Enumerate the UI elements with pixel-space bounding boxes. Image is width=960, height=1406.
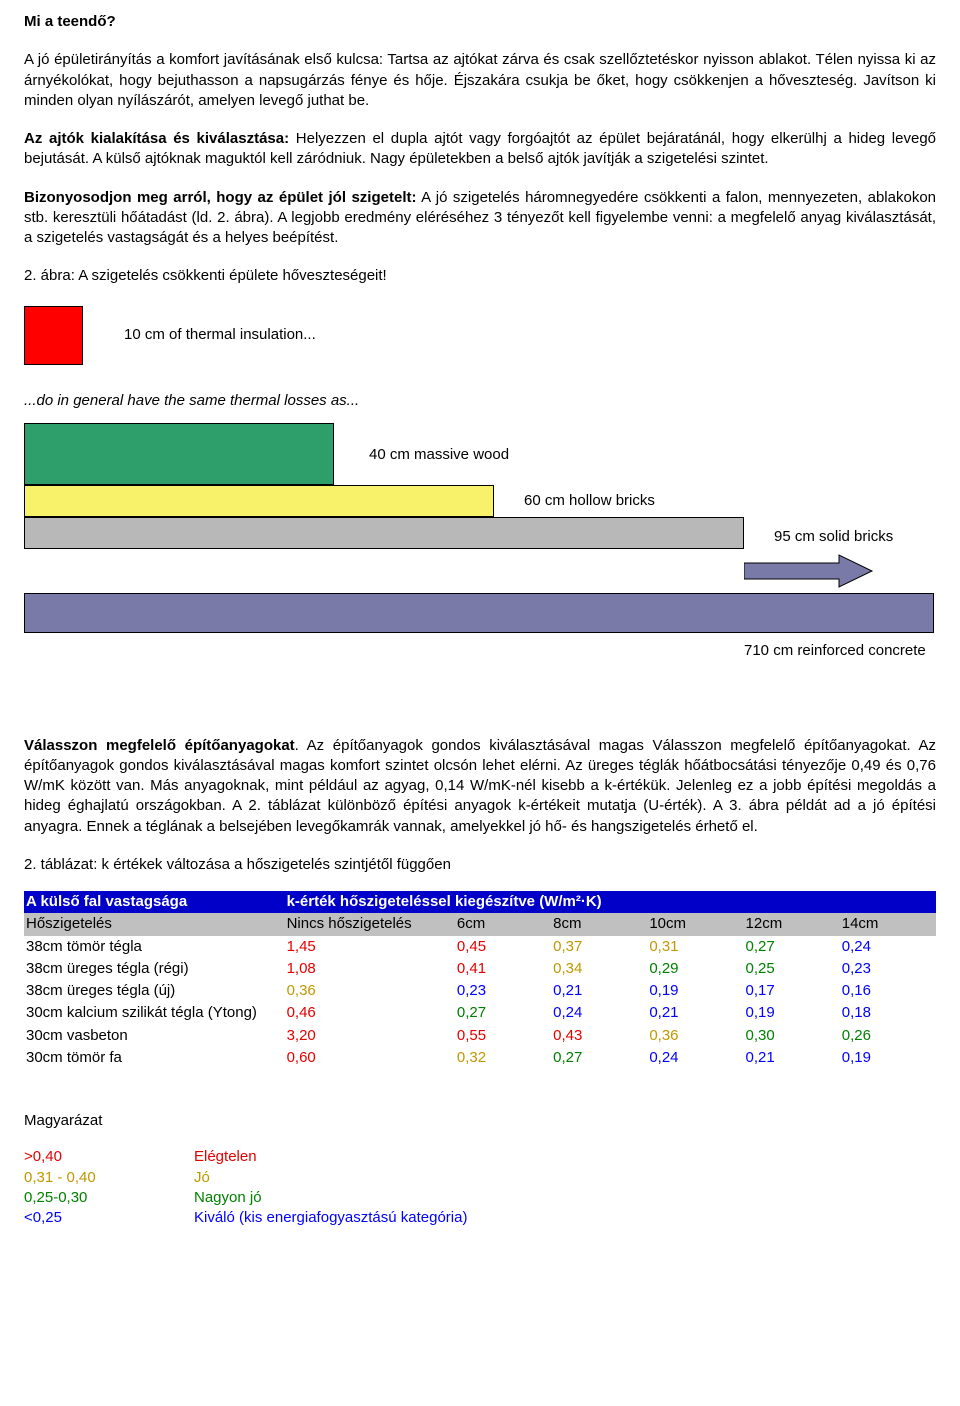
- paragraph-2: Az ajtók kialakítása és kiválasztása: He…: [24, 129, 936, 170]
- table-subheader: 8cm: [551, 913, 647, 935]
- legend-title: Magyarázat: [24, 1111, 936, 1131]
- table-cell: 0,19: [647, 980, 743, 1002]
- table-cell: 0,45: [455, 936, 551, 958]
- table-cell: 0,46: [285, 1002, 455, 1024]
- table-cell: 0,60: [285, 1047, 455, 1069]
- diagram-bar-label: 60 cm hollow bricks: [524, 491, 655, 511]
- diagram-intro: ...do in general have the same thermal l…: [24, 391, 359, 411]
- legend-value: Jó: [194, 1168, 210, 1188]
- table-header: A külső fal vastagsága: [24, 891, 285, 913]
- table-subheader: 6cm: [455, 913, 551, 935]
- table-cell: 1,45: [285, 936, 455, 958]
- table-cell: 0,24: [551, 1002, 647, 1024]
- figure-caption: 2. ábra: A szigetelés csökkenti épülete …: [24, 266, 936, 286]
- table-row-label: 38cm üreges tégla (régi): [24, 958, 285, 980]
- paragraph-4: Válasszon megfelelő építőanyagokat. Az é…: [24, 736, 936, 837]
- arrow-right-icon: [744, 553, 874, 589]
- page-title: Mi a teendő?: [24, 12, 936, 32]
- insulation-diagram: 10 cm of thermal insulation... 40 cm mass…: [24, 303, 934, 698]
- table-cell: 0,19: [840, 1047, 936, 1069]
- table-cell: 0,27: [744, 936, 840, 958]
- table-cell: 0,21: [551, 980, 647, 1002]
- paragraph-4-lead: Válasszon megfelelő építőanyagokat: [24, 737, 295, 754]
- legend-value: Nagyon jó: [194, 1188, 262, 1208]
- diagram-bar: [24, 517, 744, 549]
- table-cell: 0,30: [744, 1025, 840, 1047]
- table-cell: 1,08: [285, 958, 455, 980]
- paragraph-1: A jó épületirányítás a komfort javításán…: [24, 50, 936, 111]
- legend: Magyarázat >0,40Elégtelen0,31 - 0,40Jó0,…: [24, 1111, 936, 1228]
- table-cell: 0,24: [647, 1047, 743, 1069]
- table-row-label: 30cm kalcium szilikát tégla (Ytong): [24, 1002, 285, 1024]
- legend-row: <0,25Kiváló (kis energiafogyasztású kate…: [24, 1208, 936, 1228]
- legend-key: 0,31 - 0,40: [24, 1168, 194, 1188]
- table-subheader: Nincs hőszigetelés: [285, 913, 455, 935]
- table-subheader: 10cm: [647, 913, 743, 935]
- table-row-label: 30cm tömör fa: [24, 1047, 285, 1069]
- diagram-bar-label: 710 cm reinforced concrete: [744, 641, 926, 661]
- table-row-label: 30cm vasbeton: [24, 1025, 285, 1047]
- table-cell: 0,27: [551, 1047, 647, 1069]
- table-cell: 0,26: [840, 1025, 936, 1047]
- table-cell: 0,19: [744, 1002, 840, 1024]
- diagram-bar-label: 10 cm of thermal insulation...: [124, 325, 316, 345]
- paragraph-2-lead: Az ajtók kialakítása és kiválasztása:: [24, 130, 289, 147]
- table-subheader: 12cm: [744, 913, 840, 935]
- table-cell: 0,23: [455, 980, 551, 1002]
- paragraph-3: Bizonyosodjon meg arról, hogy az épület …: [24, 188, 936, 249]
- table-header: k-érték hőszigeteléssel kiegészítve (W/m…: [285, 891, 936, 913]
- diagram-bar-label: 40 cm massive wood: [369, 445, 509, 465]
- table-cell: 0,34: [551, 958, 647, 980]
- diagram-bar: [24, 485, 494, 517]
- k-value-table: A külső fal vastagságak-érték hőszigetel…: [24, 891, 936, 1069]
- legend-row: >0,40Elégtelen: [24, 1147, 936, 1167]
- table-cell: 0,43: [551, 1025, 647, 1047]
- legend-value: Kiváló (kis energiafogyasztású kategória…: [194, 1208, 467, 1228]
- legend-key: 0,25-0,30: [24, 1188, 194, 1208]
- table-cell: 0,27: [455, 1002, 551, 1024]
- table-cell: 0,18: [840, 1002, 936, 1024]
- legend-row: 0,31 - 0,40Jó: [24, 1168, 936, 1188]
- table-cell: 0,55: [455, 1025, 551, 1047]
- legend-key: <0,25: [24, 1208, 194, 1228]
- table-cell: 0,32: [455, 1047, 551, 1069]
- diagram-bar: [24, 593, 934, 633]
- table-cell: 0,24: [840, 936, 936, 958]
- table-cell: 0,23: [840, 958, 936, 980]
- table-cell: 0,41: [455, 958, 551, 980]
- table-cell: 0,21: [647, 1002, 743, 1024]
- diagram-bar-label: 95 cm solid bricks: [774, 527, 893, 547]
- table-cell: 0,29: [647, 958, 743, 980]
- table-cell: 3,20: [285, 1025, 455, 1047]
- table-cell: 0,16: [840, 980, 936, 1002]
- legend-row: 0,25-0,30Nagyon jó: [24, 1188, 936, 1208]
- table-cell: 0,36: [647, 1025, 743, 1047]
- table-cell: 0,37: [551, 936, 647, 958]
- table-cell: 0,25: [744, 958, 840, 980]
- table-row-label: 38cm üreges tégla (új): [24, 980, 285, 1002]
- table-caption: 2. táblázat: k értékek változása a hőszi…: [24, 855, 936, 875]
- table-subheader: 14cm: [840, 913, 936, 935]
- table-row-label: 38cm tömör tégla: [24, 936, 285, 958]
- table-cell: 0,31: [647, 936, 743, 958]
- legend-value: Elégtelen: [194, 1147, 257, 1167]
- diagram-bar: [24, 306, 83, 365]
- table-cell: 0,17: [744, 980, 840, 1002]
- diagram-bar: [24, 423, 334, 485]
- table-cell: 0,21: [744, 1047, 840, 1069]
- table-subheader: Hőszigetelés: [24, 913, 285, 935]
- table-cell: 0,36: [285, 980, 455, 1002]
- legend-key: >0,40: [24, 1147, 194, 1167]
- paragraph-3-lead: Bizonyosodjon meg arról, hogy az épület …: [24, 189, 416, 206]
